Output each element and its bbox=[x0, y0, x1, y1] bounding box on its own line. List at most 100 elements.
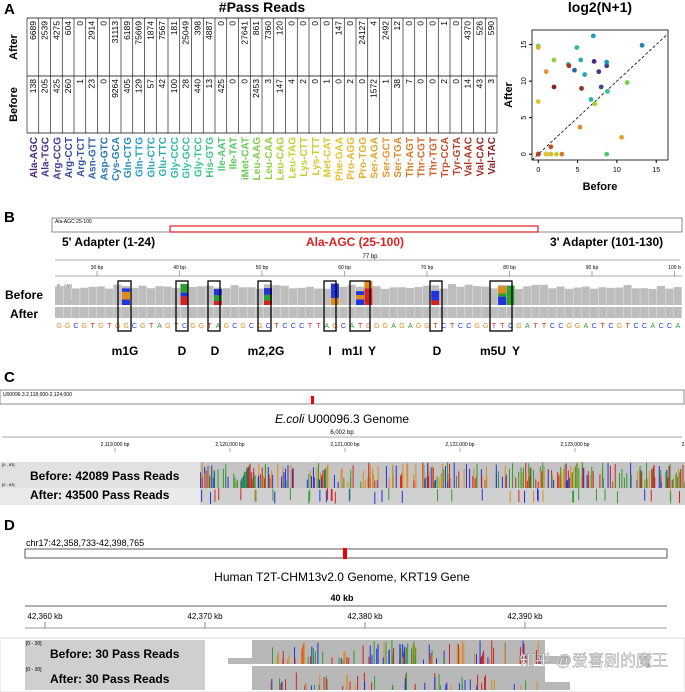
coverage bbox=[514, 307, 523, 318]
point bbox=[572, 67, 577, 73]
mismatch bbox=[630, 463, 632, 488]
mod-box bbox=[429, 280, 443, 332]
table-cell: 28 bbox=[181, 79, 191, 89]
mismatch bbox=[447, 481, 449, 488]
mismatch bbox=[313, 684, 315, 690]
mismatch bbox=[493, 647, 495, 664]
mismatch bbox=[294, 658, 296, 664]
x-tick-label: 0 bbox=[536, 167, 540, 174]
mismatch bbox=[658, 465, 660, 488]
mismatch bbox=[374, 480, 376, 488]
mismatch bbox=[422, 463, 424, 488]
coverage bbox=[272, 307, 281, 318]
mismatch bbox=[535, 479, 537, 488]
coverage bbox=[439, 307, 448, 318]
mismatch bbox=[542, 489, 544, 502]
mismatch bbox=[180, 283, 189, 293]
mismatch bbox=[472, 476, 474, 488]
mismatch bbox=[463, 468, 465, 488]
table-cell: 0 bbox=[98, 79, 108, 84]
coverage bbox=[556, 286, 565, 305]
trna-label: Tyr-GTA bbox=[452, 137, 463, 176]
ruler-label: 80 bp bbox=[503, 265, 516, 271]
mismatch bbox=[675, 472, 677, 488]
coverage bbox=[96, 286, 105, 305]
mismatch bbox=[652, 467, 654, 488]
mismatch bbox=[415, 464, 417, 488]
mismatch bbox=[322, 651, 324, 664]
mismatch bbox=[505, 477, 507, 488]
base: G bbox=[190, 323, 195, 330]
mismatch bbox=[399, 644, 401, 664]
mismatch bbox=[316, 467, 318, 488]
mismatch bbox=[670, 491, 672, 504]
mismatch bbox=[475, 654, 477, 664]
coverage bbox=[255, 288, 264, 305]
mismatch bbox=[304, 682, 306, 690]
coverage bbox=[330, 307, 339, 318]
coverage bbox=[339, 286, 348, 305]
table-cell: 0 bbox=[75, 21, 85, 26]
coverage bbox=[280, 307, 289, 318]
mismatch bbox=[344, 651, 346, 664]
coverage bbox=[489, 307, 498, 318]
coverage bbox=[640, 307, 649, 318]
mismatch bbox=[285, 679, 287, 690]
coverage bbox=[640, 288, 649, 305]
coverage bbox=[88, 286, 97, 305]
mismatch bbox=[538, 659, 540, 664]
mismatch bbox=[537, 488, 539, 501]
mismatch bbox=[348, 657, 350, 664]
coverage bbox=[155, 307, 164, 318]
mismatch bbox=[371, 682, 373, 690]
mismatch bbox=[404, 646, 406, 664]
mismatch bbox=[327, 464, 329, 488]
coverage bbox=[347, 284, 356, 305]
track-range: [0 - 83] bbox=[2, 462, 14, 467]
mismatch bbox=[476, 685, 478, 690]
trna-label: Val-TAC bbox=[487, 137, 498, 175]
table-cell: 120 bbox=[275, 21, 285, 35]
coverage bbox=[397, 287, 406, 305]
mismatch bbox=[518, 490, 520, 503]
mismatch bbox=[338, 658, 340, 664]
trna-label: His-GTG bbox=[205, 137, 216, 178]
base: A bbox=[675, 323, 680, 330]
mismatch bbox=[402, 657, 404, 664]
ruler-label: 42,370 kb bbox=[187, 612, 223, 621]
mismatch bbox=[392, 464, 394, 488]
mismatch bbox=[368, 656, 370, 664]
mismatch bbox=[578, 488, 580, 501]
x-axis-label: Before bbox=[583, 181, 618, 193]
coverage bbox=[397, 307, 406, 318]
track-label: After: 43500 Pass Reads bbox=[30, 488, 170, 502]
mismatch bbox=[626, 473, 628, 488]
trna-label: Leu-CAG bbox=[276, 137, 287, 181]
mismatch bbox=[525, 653, 527, 664]
trna-label: Val-AAC bbox=[464, 137, 475, 176]
mismatch bbox=[430, 652, 432, 664]
table-cell: 526 bbox=[474, 21, 484, 35]
mismatch bbox=[388, 649, 390, 664]
coverage bbox=[598, 287, 607, 305]
mismatch bbox=[306, 479, 308, 488]
coverage bbox=[372, 286, 381, 305]
table-cell: 4370 bbox=[463, 21, 473, 40]
coverage bbox=[665, 288, 674, 305]
mismatch bbox=[331, 489, 333, 502]
mismatch bbox=[321, 479, 323, 488]
ruler-label: 100 b bbox=[668, 265, 681, 271]
coverage bbox=[63, 307, 72, 318]
mismatch bbox=[208, 476, 210, 488]
coverage bbox=[130, 307, 139, 318]
modification: D bbox=[433, 344, 442, 358]
table-cell: 7567 bbox=[157, 21, 167, 40]
coverage bbox=[573, 307, 582, 318]
mismatch bbox=[630, 475, 632, 488]
row-label: After bbox=[8, 33, 20, 59]
mismatch bbox=[541, 470, 543, 488]
mismatch bbox=[589, 474, 591, 488]
mismatch bbox=[428, 644, 430, 664]
mismatch bbox=[427, 463, 429, 488]
point bbox=[579, 86, 584, 91]
